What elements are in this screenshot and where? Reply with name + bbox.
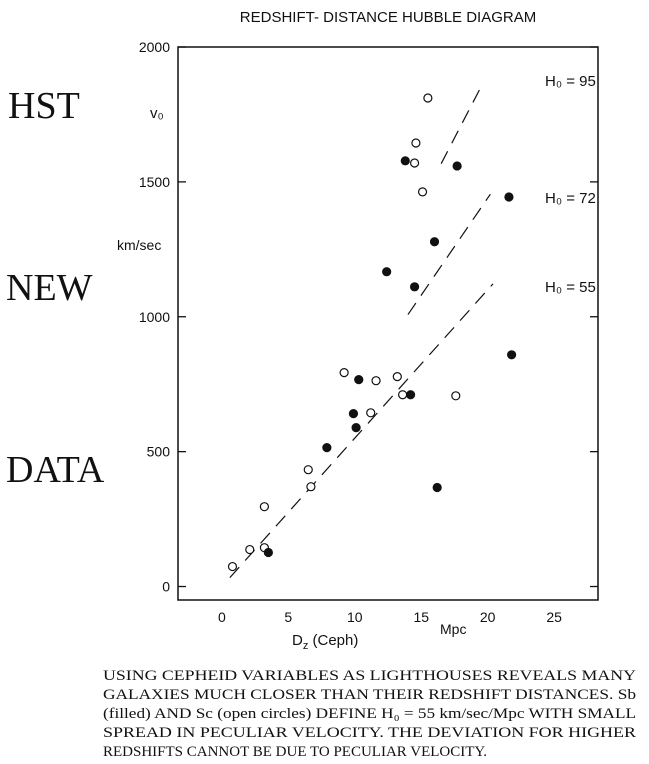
x-label-rest: (Ceph)	[308, 632, 358, 649]
point	[227, 561, 238, 572]
x-tick-label: 15	[413, 609, 429, 625]
point	[423, 93, 433, 103]
point	[322, 442, 332, 453]
point	[245, 544, 255, 555]
point	[303, 465, 313, 475]
fit-line	[229, 283, 494, 579]
point	[417, 187, 428, 197]
point	[504, 192, 514, 202]
caption-line: SPREAD IN PECULIAR VELOCITY. THE DEVIATI…	[103, 725, 636, 741]
x-tick-label: 0	[218, 609, 226, 625]
side-label: HST	[8, 85, 80, 127]
x-tick-label: 20	[480, 609, 496, 625]
point	[507, 350, 517, 360]
fit-label: H₀ = 55	[545, 279, 596, 296]
chart-title: REDSHIFT- DISTANCE HUBBLE DIAGRAM	[240, 9, 536, 26]
point	[351, 423, 361, 433]
caption-line: USING CEPHEID VARIABLES AS LIGHTHOUSES R…	[103, 668, 636, 684]
point	[452, 161, 462, 171]
point	[348, 408, 359, 419]
point	[306, 482, 316, 492]
point	[429, 237, 440, 247]
y-tick-label: 0	[162, 579, 170, 595]
point	[411, 138, 421, 148]
x-label: Dz (Ceph)	[292, 632, 358, 652]
x-tick-label: 10	[347, 609, 363, 625]
y-tick-label: 1000	[139, 309, 170, 325]
x-label-sub: z	[303, 640, 309, 652]
point	[409, 158, 420, 168]
y-tick-label: 2000	[139, 39, 170, 55]
point	[339, 367, 349, 378]
point	[409, 282, 420, 292]
x-tick-label: 25	[546, 609, 562, 625]
point	[354, 375, 364, 385]
point	[392, 372, 402, 382]
y-tick-label: 1500	[139, 174, 170, 190]
point	[259, 502, 269, 512]
point	[398, 390, 408, 400]
x-unit: Mpc	[440, 621, 466, 637]
y-label-top: v₀	[150, 105, 164, 122]
caption-line: GALAXIES MUCH CLOSER THAN THEIR REDSHIFT…	[103, 687, 636, 703]
point	[432, 482, 442, 493]
x-label-main: D	[292, 632, 303, 649]
point	[366, 408, 376, 418]
fit-line	[407, 193, 491, 315]
caption-line: (filled) AND Sc (open circles) DEFINE H₀…	[103, 706, 636, 722]
side-label: NEW	[6, 267, 93, 309]
point	[382, 267, 392, 277]
fit-label: H₀ = 72	[545, 190, 596, 207]
fit-label: H₀ = 95	[545, 73, 596, 90]
point	[371, 376, 381, 386]
caption-line: REDSHIFTS CANNOT BE DUE TO PECULIAR VELO…	[103, 744, 487, 760]
y-label: km/sec	[117, 237, 161, 253]
y-tick-label: 500	[147, 444, 171, 460]
plot-frame	[177, 46, 599, 601]
point	[400, 156, 410, 166]
x-tick-label: 5	[284, 609, 292, 625]
point	[451, 391, 461, 401]
side-label: DATA	[6, 449, 105, 491]
point	[405, 390, 416, 400]
fit-line	[440, 89, 481, 164]
point	[263, 547, 273, 558]
